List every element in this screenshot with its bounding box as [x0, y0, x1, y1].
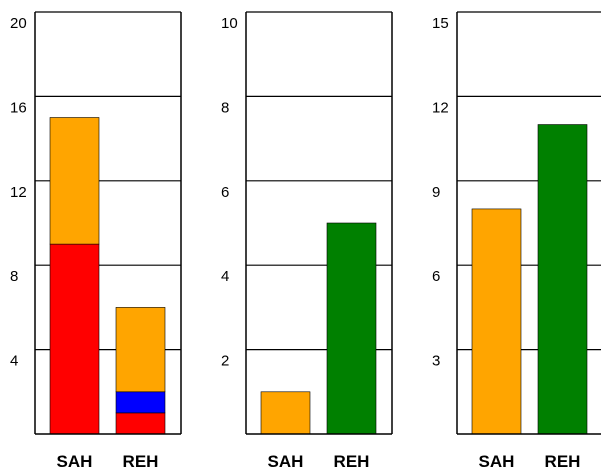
y-tick-label: 12: [10, 184, 27, 201]
y-tick-label: 16: [10, 99, 27, 116]
y-tick-label: 6: [221, 184, 229, 201]
y-tick-label: 6: [432, 268, 440, 285]
bar: [260, 391, 311, 435]
category-label: REH: [123, 452, 159, 470]
y-tick-label: 9: [432, 184, 440, 201]
y-tick-label: 10: [221, 15, 238, 32]
y-tick-label: 2: [221, 353, 229, 370]
y-tick-label: 12: [432, 99, 449, 116]
bar: [326, 222, 377, 435]
y-tick-label: 8: [10, 268, 18, 285]
bar-segment: [115, 391, 166, 414]
y-tick-label: 4: [10, 353, 18, 370]
category-label: REH: [545, 452, 581, 470]
category-label: SAH: [479, 452, 515, 470]
category-label: REH: [334, 452, 370, 470]
bar-segment: [115, 307, 166, 393]
y-tick-label: 15: [432, 15, 449, 32]
category-label: SAH: [268, 452, 304, 470]
bar: [471, 208, 522, 435]
category-label: SAH: [57, 452, 93, 470]
y-tick-label: 4: [221, 268, 229, 285]
y-tick-label: 8: [221, 99, 229, 116]
bar-segment: [49, 243, 100, 435]
bar-segment: [49, 117, 100, 245]
y-tick-label: 3: [432, 353, 440, 370]
bar-segment: [115, 412, 166, 435]
y-tick-label: 20: [10, 15, 27, 32]
bar: [537, 124, 588, 435]
